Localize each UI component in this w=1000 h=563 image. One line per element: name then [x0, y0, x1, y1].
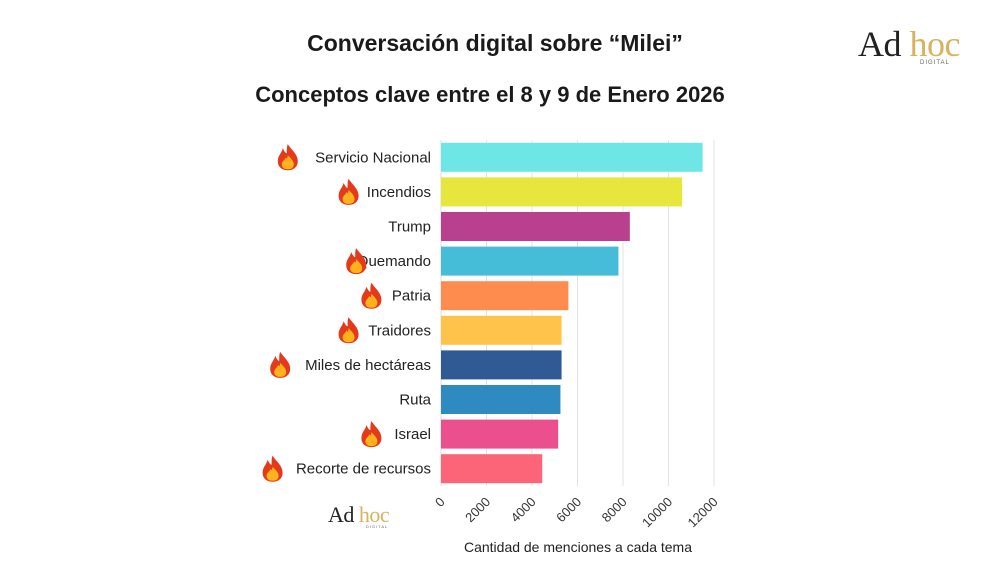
category-label: Trump — [388, 219, 431, 236]
category-label: Incendios — [367, 184, 431, 201]
x-tick-label: 0 — [432, 494, 448, 510]
x-tick-label: 8000 — [599, 494, 630, 525]
bar — [441, 350, 562, 380]
logo-word-ad: Ad — [858, 24, 902, 64]
x-tick-label: 6000 — [553, 494, 584, 525]
bar — [441, 315, 562, 345]
adhoc-logo: Ad hoc DIGITAL — [858, 26, 960, 66]
fire-inner-flame — [365, 293, 378, 308]
fire-icon — [338, 178, 359, 205]
category-label: Traidores — [368, 322, 431, 339]
bar — [441, 385, 561, 414]
bar — [441, 212, 630, 241]
category-label: Ruta — [399, 392, 431, 409]
fire-icon — [277, 144, 298, 171]
bar — [441, 281, 569, 311]
fire-icons — [262, 144, 382, 482]
fire-inner-flame — [266, 466, 279, 481]
x-tick-label: 4000 — [508, 494, 539, 525]
bar — [441, 246, 619, 276]
chart-title: Conversación digital sobre “Milei” — [307, 30, 683, 56]
x-tick-label: 12000 — [685, 494, 721, 530]
fire-icon — [361, 282, 382, 309]
x-axis-title: Cantidad de menciones a cada tema — [464, 539, 692, 555]
fire-inner-flame — [274, 362, 287, 377]
fire-icon — [361, 421, 382, 448]
fire-inner-flame — [350, 259, 363, 274]
category-label: Israel — [394, 426, 431, 443]
fire-icon — [346, 248, 367, 275]
logo-tagline: DIGITAL — [920, 60, 950, 66]
logo-word-ad: Ad — [328, 502, 354, 527]
logo-word-hoc: hoc — [909, 24, 961, 64]
category-labels: Servicio Nacional Incendios Trump Quemando P… — [296, 149, 432, 477]
adhoc-logo-small: Ad hoc DIGITAL — [328, 502, 390, 529]
x-tick-label: 2000 — [462, 494, 493, 525]
logo-word-hoc: hoc — [358, 502, 390, 527]
bar — [441, 142, 703, 172]
fire-icon — [338, 317, 359, 344]
bar — [441, 454, 543, 484]
category-label: Miles de hectáreas — [305, 357, 431, 374]
bar — [441, 419, 559, 449]
bar — [441, 177, 683, 207]
category-label: Recorte de recursos — [296, 461, 431, 478]
fire-inner-flame — [365, 432, 378, 447]
fire-inner-flame — [281, 155, 294, 170]
bars — [441, 142, 703, 484]
x-tick-label: 10000 — [639, 494, 675, 530]
category-label: Quemando — [357, 253, 431, 270]
chart-subtitle: Conceptos clave entre el 8 y 9 de Enero … — [255, 82, 725, 107]
x-tick-labels: 0 2000 4000 6000 8000 10000 12000 — [432, 494, 721, 530]
category-label: Servicio Nacional — [315, 149, 431, 166]
category-label: Patria — [392, 288, 432, 305]
fire-inner-flame — [342, 189, 355, 204]
logo-tagline: DIGITAL — [366, 524, 389, 529]
fire-icon — [270, 351, 291, 378]
fire-icon — [262, 455, 283, 482]
fire-inner-flame — [342, 328, 355, 343]
